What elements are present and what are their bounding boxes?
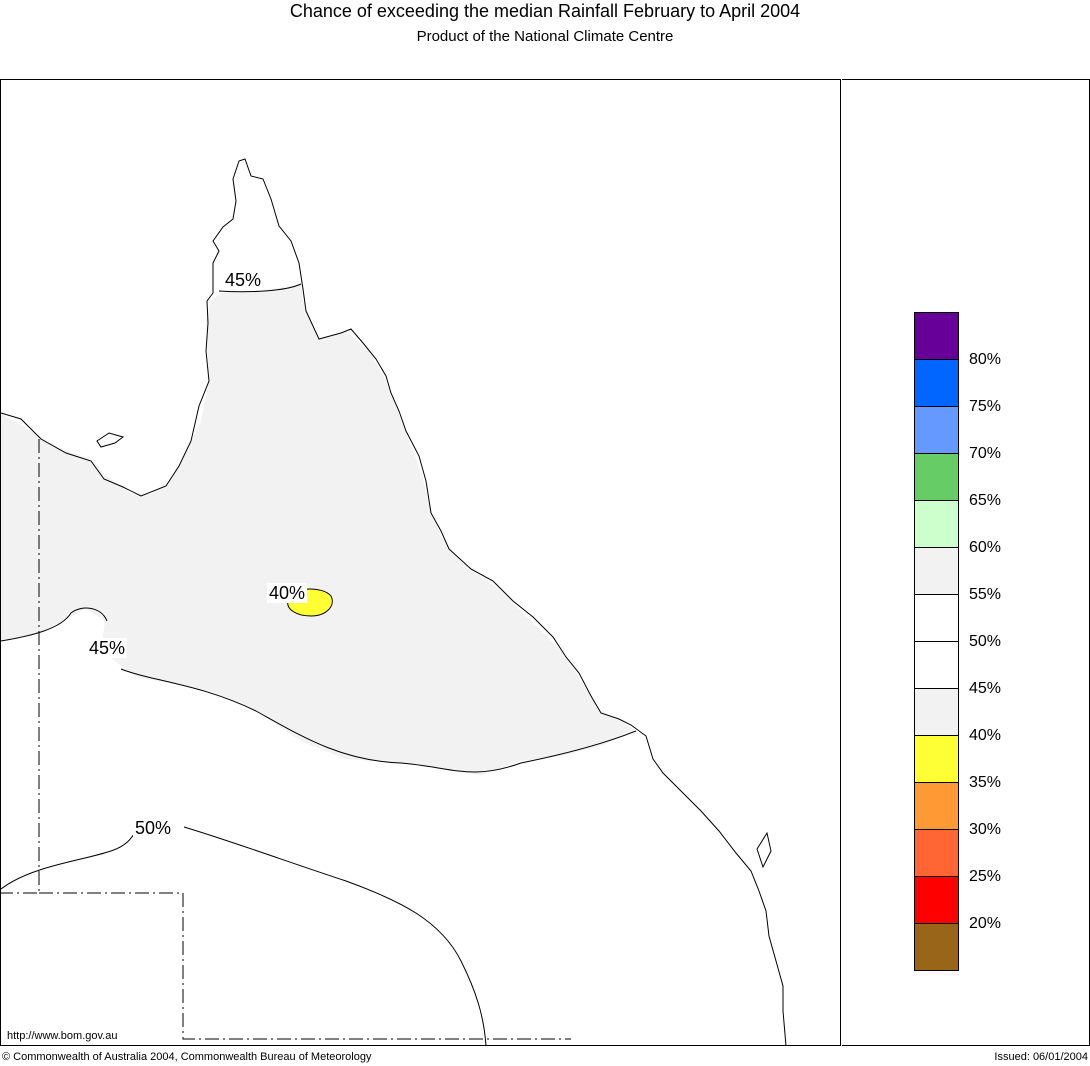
- contour-45-north: [218, 283, 302, 293]
- legend-panel: [842, 79, 1090, 1046]
- state-border: [1, 439, 571, 1040]
- contour-label-45-west: 45%: [87, 638, 128, 658]
- legend-label: 65%: [969, 492, 1002, 509]
- legend-label: 25%: [969, 868, 1002, 885]
- legend-label: 75%: [969, 398, 1002, 415]
- legend-swatch: [914, 829, 959, 876]
- island: [96, 432, 125, 448]
- legend-swatch: [914, 923, 959, 971]
- legend-label: 30%: [969, 821, 1002, 838]
- legend-swatch: [914, 735, 959, 782]
- coastline: [1, 158, 787, 1045]
- issued-date: Issued: 06/01/2004: [994, 1051, 1088, 1063]
- legend-label: 50%: [969, 633, 1002, 650]
- contour-label-50: 50%: [133, 818, 174, 838]
- legend-swatch: [914, 406, 959, 453]
- legend-label: 55%: [969, 586, 1002, 603]
- map-subtitle: Product of the National Climate Centre: [416, 28, 674, 45]
- legend-swatch: [914, 876, 959, 923]
- legend-label: 45%: [969, 680, 1002, 697]
- contour-label-45-north: 45%: [223, 270, 264, 290]
- legend-label: 80%: [969, 351, 1002, 368]
- legend-swatch: [914, 782, 959, 829]
- legend-label: 35%: [969, 774, 1002, 791]
- legend-label: 60%: [969, 539, 1002, 556]
- legend-label: 70%: [969, 445, 1002, 462]
- map-panel: 45% 40% 45% 50% http://www.bom.gov.au: [0, 79, 841, 1046]
- legend-label: 20%: [969, 915, 1002, 932]
- legend-swatch: [914, 500, 959, 547]
- legend-swatch: [914, 688, 959, 735]
- color-legend: [914, 312, 959, 971]
- contour-label-40: 40%: [267, 583, 308, 603]
- legend-swatch: [914, 547, 959, 594]
- legend-swatch: [914, 641, 959, 688]
- legend-swatch: [914, 312, 959, 359]
- shade-region-40-45: [1, 284, 636, 775]
- bom-url[interactable]: http://www.bom.gov.au: [7, 1030, 118, 1042]
- queensland-map: [1, 158, 787, 1045]
- contour-45-south: [120, 668, 637, 773]
- legend-label: 40%: [969, 727, 1002, 744]
- island: [756, 831, 772, 869]
- legend-swatch: [914, 359, 959, 406]
- contour-45-west: [1, 607, 108, 642]
- legend-swatch: [914, 453, 959, 500]
- contour-50: [1, 826, 487, 1045]
- map-title: Chance of exceeding the median Rainfall …: [289, 1, 801, 21]
- legend-swatch: [914, 594, 959, 641]
- copyright-text: © Commonwealth of Australia 2004, Common…: [2, 1051, 372, 1063]
